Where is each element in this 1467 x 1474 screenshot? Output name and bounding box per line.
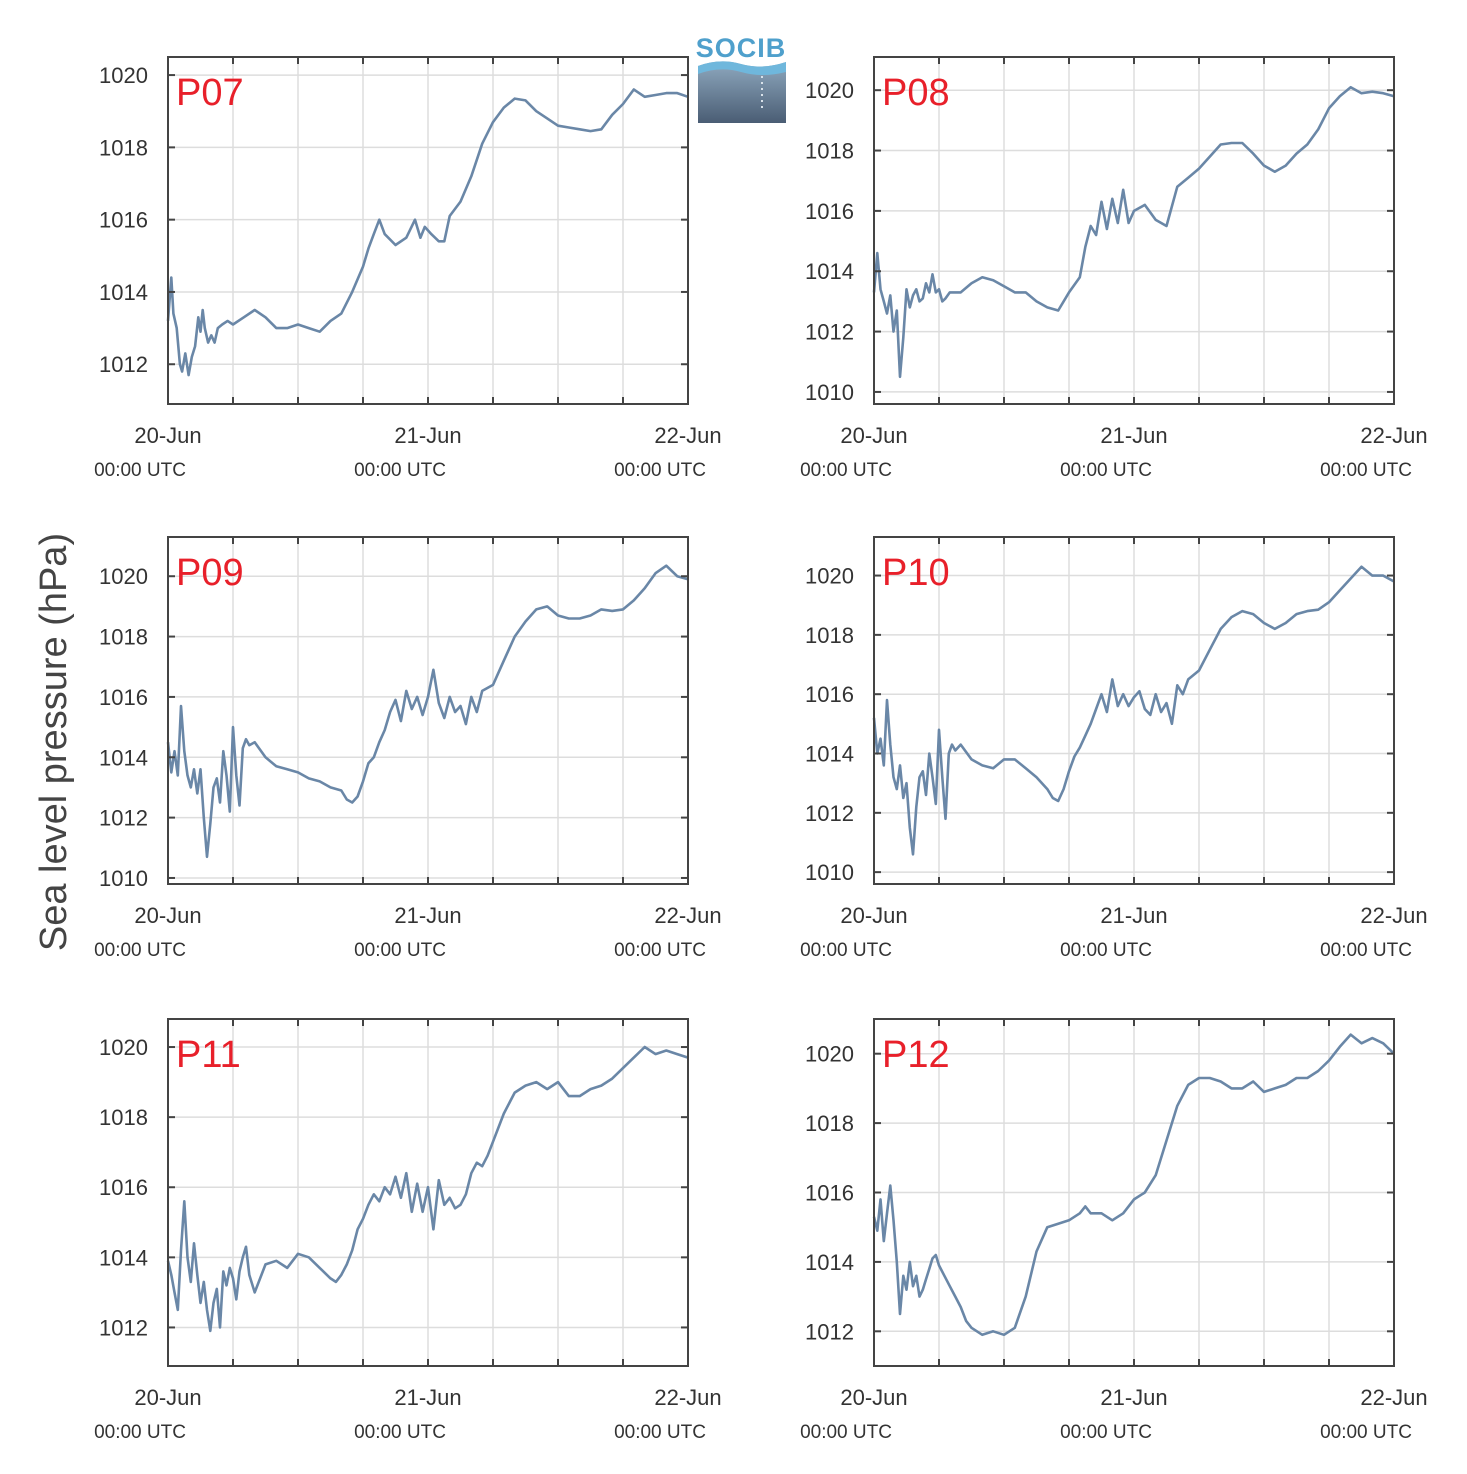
panel-p10: 1010 1012 1014 1016 1018 1020 20-Jun 00:00 UTC 2… (800, 536, 1428, 961)
series-line (166, 1045, 689, 1333)
x-tick-sublabel: 00:00 UTC (800, 940, 892, 961)
y-axis-label: Sea level pressure (hPa) (33, 533, 75, 951)
series-line (166, 88, 689, 377)
logo-wave-icon (698, 61, 786, 123)
x-tick-label: 20-Jun (840, 1385, 907, 1410)
y-tick-label: 1020 (805, 78, 854, 103)
x-tick-sublabel: 00:00 UTC (1320, 460, 1412, 481)
panel-p07: 1012 1014 1016 1018 1020 20-Jun 00:00 UTC 21-Ju… (94, 56, 722, 481)
x-tick-sublabel: 00:00 UTC (94, 1422, 186, 1443)
y-tick-label: 1016 (99, 1175, 148, 1200)
x-tick-label: 22-Jun (1360, 1385, 1427, 1410)
y-tick-label: 1014 (805, 742, 854, 767)
x-tick-label: 22-Jun (1360, 423, 1427, 448)
x-tick-sublabel: 00:00 UTC (354, 1422, 446, 1443)
panels: 1012 1014 1016 1018 1020 20-Jun 00:00 UTC 21-Ju… (94, 56, 1428, 1443)
panel-p11: 1012 1014 1016 1018 1020 20-Jun 00:00 UTC 21-Ju… (94, 1018, 722, 1443)
series-line (872, 565, 1395, 856)
series-line (872, 85, 1395, 379)
panel-label: P10 (882, 552, 950, 594)
y-tick-label: 1010 (805, 380, 854, 405)
x-tick-label: 20-Jun (134, 1385, 201, 1410)
y-tick-label: 1012 (805, 320, 854, 345)
panel-label: P07 (176, 72, 244, 114)
x-tick-sublabel: 00:00 UTC (354, 940, 446, 961)
x-tick-sublabel: 00:00 UTC (1060, 940, 1152, 961)
y-tick-label: 1014 (99, 280, 148, 305)
logo-text: SOCIB (696, 33, 787, 63)
x-tick-sublabel: 00:00 UTC (614, 460, 706, 481)
y-tick-label: 1016 (805, 199, 854, 224)
y-tick-label: 1014 (805, 1250, 854, 1275)
socib-logo: SOCIB (696, 33, 787, 123)
series-line (872, 1033, 1395, 1337)
x-tick-sublabel: 00:00 UTC (94, 940, 186, 961)
y-tick-label: 1012 (805, 801, 854, 826)
y-tick-label: 1018 (805, 623, 854, 648)
panel-p12: 1012 1014 1016 1018 1020 20-Jun 00:00 UTC 21-Ju… (800, 1018, 1428, 1443)
y-tick-label: 1010 (99, 866, 148, 891)
y-tick-label: 1020 (805, 1042, 854, 1067)
y-tick-label: 1014 (99, 745, 148, 770)
y-tick-label: 1018 (99, 1105, 148, 1130)
x-tick-sublabel: 00:00 UTC (614, 1422, 706, 1443)
y-tick-label: 1014 (99, 1245, 148, 1270)
x-tick-sublabel: 00:00 UTC (1320, 1422, 1412, 1443)
x-tick-label: 21-Jun (394, 1385, 461, 1410)
x-tick-sublabel: 00:00 UTC (614, 940, 706, 961)
x-tick-label: 21-Jun (394, 423, 461, 448)
x-tick-sublabel: 00:00 UTC (1060, 460, 1152, 481)
y-tick-label: 1016 (99, 208, 148, 233)
panel-label: P12 (882, 1034, 950, 1076)
x-tick-label: 21-Jun (1100, 423, 1167, 448)
panel-label: P11 (176, 1034, 241, 1076)
y-tick-label: 1020 (99, 564, 148, 589)
y-tick-label: 1018 (99, 135, 148, 160)
y-tick-label: 1012 (99, 806, 148, 831)
series-line (166, 564, 689, 859)
x-tick-label: 22-Jun (654, 423, 721, 448)
y-tick-label: 1016 (805, 682, 854, 707)
x-tick-label: 22-Jun (654, 903, 721, 928)
x-tick-label: 21-Jun (1100, 903, 1167, 928)
x-tick-sublabel: 00:00 UTC (800, 1422, 892, 1443)
y-tick-label: 1020 (99, 63, 148, 88)
x-tick-label: 21-Jun (394, 903, 461, 928)
y-tick-label: 1018 (805, 139, 854, 164)
y-tick-label: 1020 (99, 1035, 148, 1060)
x-tick-sublabel: 00:00 UTC (1320, 940, 1412, 961)
x-tick-sublabel: 00:00 UTC (800, 460, 892, 481)
y-tick-label: 1012 (99, 1315, 148, 1340)
panel-p09: 1010 1012 1014 1016 1018 1020 20-Jun 00:00 UTC 2… (94, 536, 722, 961)
x-tick-label: 20-Jun (134, 903, 201, 928)
x-tick-sublabel: 00:00 UTC (94, 460, 186, 481)
y-tick-label: 1018 (99, 625, 148, 650)
x-tick-label: 20-Jun (134, 423, 201, 448)
y-tick-label: 1012 (99, 352, 148, 377)
y-tick-label: 1020 (805, 564, 854, 589)
x-tick-label: 20-Jun (840, 903, 907, 928)
y-tick-label: 1012 (805, 1319, 854, 1344)
x-tick-sublabel: 00:00 UTC (354, 460, 446, 481)
panel-label: P09 (176, 552, 244, 594)
x-tick-label: 22-Jun (654, 1385, 721, 1410)
y-tick-label: 1018 (805, 1111, 854, 1136)
y-tick-label: 1016 (805, 1181, 854, 1206)
panel-label: P08 (882, 72, 950, 114)
y-tick-label: 1016 (99, 685, 148, 710)
x-tick-label: 21-Jun (1100, 1385, 1167, 1410)
x-tick-label: 22-Jun (1360, 903, 1427, 928)
x-tick-label: 20-Jun (840, 423, 907, 448)
y-tick-label: 1010 (805, 860, 854, 885)
y-tick-label: 1014 (805, 259, 854, 284)
x-tick-sublabel: 00:00 UTC (1060, 1422, 1152, 1443)
panel-p08: 1010 1012 1014 1016 1018 1020 20-Jun 00:00 UTC 2… (800, 56, 1428, 481)
